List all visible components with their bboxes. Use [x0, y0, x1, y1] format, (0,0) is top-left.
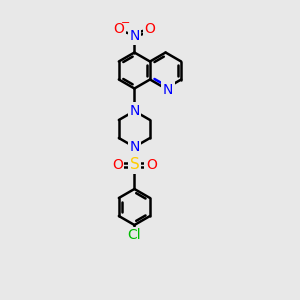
- Text: N: N: [129, 29, 140, 43]
- Text: Cl: Cl: [128, 229, 141, 242]
- Text: −: −: [121, 18, 130, 28]
- Text: O: O: [112, 158, 123, 172]
- Text: O: O: [145, 22, 155, 36]
- Text: N: N: [129, 104, 140, 118]
- Text: O: O: [113, 22, 124, 36]
- Text: N: N: [163, 83, 173, 97]
- Text: S: S: [130, 158, 139, 172]
- Text: N: N: [129, 140, 140, 154]
- Text: O: O: [146, 158, 157, 172]
